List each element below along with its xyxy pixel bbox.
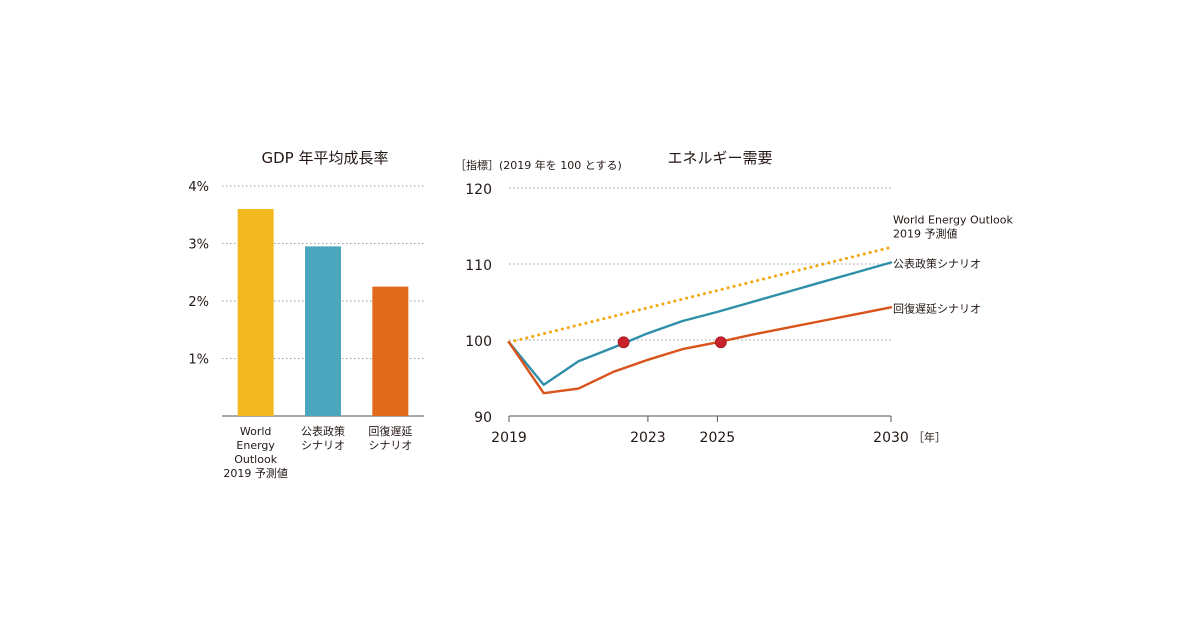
bar-category-label-line: 回復遅延 <box>368 425 412 438</box>
line-y-tick-label: 100 <box>465 334 492 350</box>
line-y-tick-label: 110 <box>465 258 492 274</box>
line-y-tick-label: 120 <box>465 182 492 198</box>
bar-category-label-line: Outlook <box>234 453 277 466</box>
line-x-tick-label: 2025 <box>700 430 736 446</box>
line-x-unit-label: ［年］ <box>913 430 946 444</box>
line-series-label: 公表政策シナリオ <box>893 256 981 270</box>
bar-y-tick-label: 2% <box>188 295 209 310</box>
bar-category-label-line: World <box>240 425 272 438</box>
bar-category-label-line: シナリオ <box>301 439 345 452</box>
bar-category-label-line: Energy <box>236 439 275 452</box>
energy-demand-line-chart: エネルギー需要 ［指標］(2019 年を 100 とする) 90 100 110 12… <box>455 149 1013 446</box>
line-chart-series-labels: World Energy Outlook 2019 予測値公表政策シナリオ回復遅延… <box>893 213 1013 315</box>
line-marker-dot <box>714 336 727 349</box>
bar-category-label-line: 2019 予測値 <box>223 466 288 480</box>
line-x-tick-label: 2030 <box>873 430 909 446</box>
bar-y-tick-label: 3% <box>188 238 209 253</box>
line-chart-gridlines <box>508 187 892 422</box>
bar <box>305 246 341 416</box>
line-chart-title: エネルギー需要 <box>667 149 772 167</box>
bar-y-tick-label: 1% <box>188 353 209 368</box>
line-chart-markers <box>617 336 727 349</box>
line-series-path <box>507 261 893 386</box>
bar-chart-category-labels: World Energy Outlook 2019 予測値公表政策シナリオ回復遅延シナ… <box>223 424 412 480</box>
line-chart-series <box>507 245 893 395</box>
bar <box>237 209 274 416</box>
line-series-label-line: 公表政策シナリオ <box>893 256 981 270</box>
line-chart-y-axis-label: ［指標］(2019 年を 100 とする) <box>455 158 622 172</box>
bar-category-label-line: シナリオ <box>368 439 412 452</box>
bar-category-label: World Energy Outlook 2019 予測値 <box>223 425 288 480</box>
bar-chart-bars <box>237 209 409 416</box>
line-marker-dot <box>617 336 630 349</box>
bar-chart-title: GDP 年平均成長率 <box>262 149 389 167</box>
gdp-bar-chart: GDP 年平均成長率 1% 2% 3% 4% World Energy Outlook 20… <box>188 149 424 480</box>
bar-chart-y-tick-labels: 1% 2% 3% 4% <box>188 180 209 368</box>
line-series-label-line: 2019 予測値 <box>893 226 958 240</box>
line-y-tick-label: 90 <box>474 410 492 426</box>
line-series-label-line: World Energy Outlook <box>893 213 1013 226</box>
bar-category-label-line: 公表政策 <box>301 424 345 438</box>
line-x-tick-label: 2019 <box>491 430 527 446</box>
bar <box>372 286 409 416</box>
bar-y-tick-label: 4% <box>188 180 209 195</box>
bar-category-label: 回復遅延シナリオ <box>368 425 412 452</box>
line-chart-y-tick-labels: 90 100 110 120 <box>465 182 492 426</box>
line-series-path <box>507 245 893 344</box>
bar-category-label: 公表政策シナリオ <box>301 424 345 452</box>
line-series-path <box>507 306 893 395</box>
line-chart-x-tick-labels: 2019 2023 2025 2030 ［年］ <box>491 430 946 446</box>
line-x-tick-label: 2023 <box>630 430 666 446</box>
line-series-label-line: 回復遅延シナリオ <box>893 302 981 315</box>
line-series-label: 回復遅延シナリオ <box>893 302 981 315</box>
line-series-label: World Energy Outlook 2019 予測値 <box>893 213 1013 240</box>
